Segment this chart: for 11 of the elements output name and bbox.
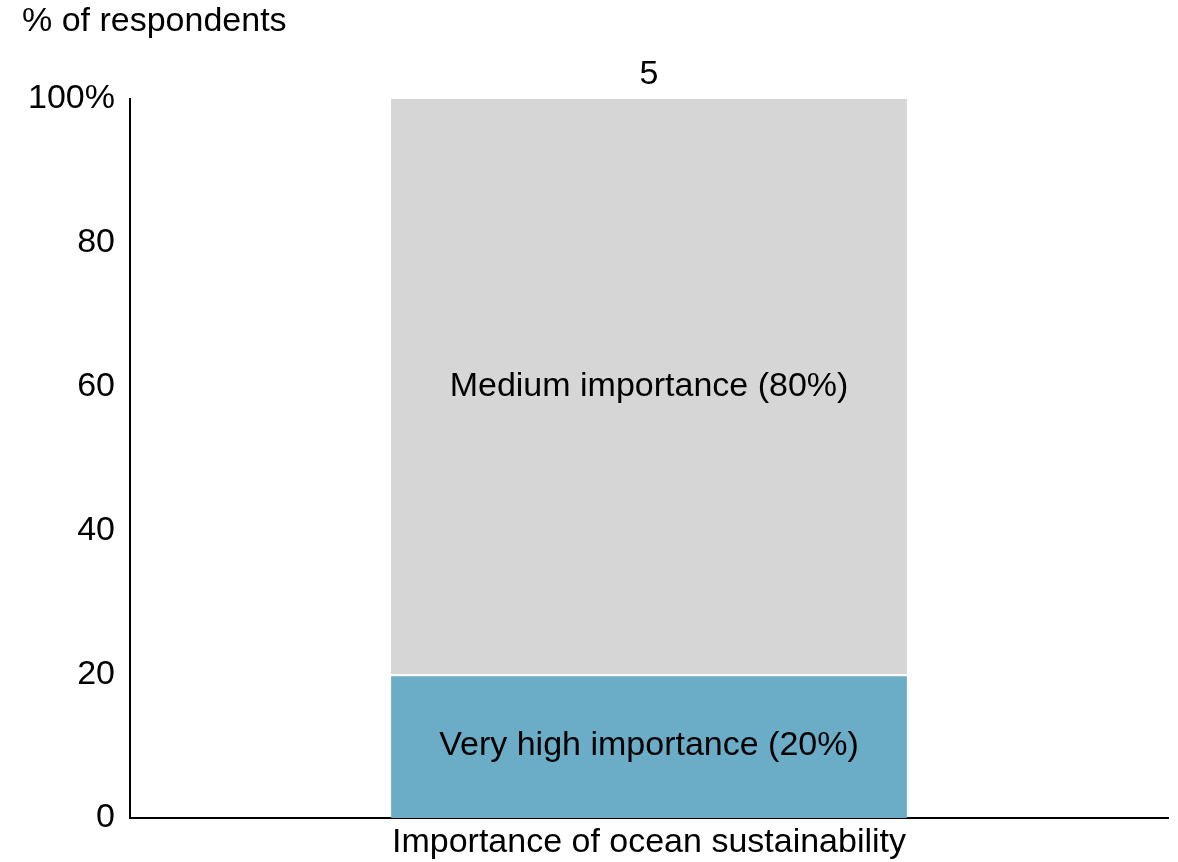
y-tick-label: 100% [28,77,115,116]
annotation: 5 [639,53,659,92]
y-tick-label: 80 [77,221,115,260]
series-label: Very high importance (20%) [439,724,859,763]
y-tick-label: 20 [77,652,115,691]
y-axis-title: % of respondents [22,0,287,39]
series-label: Medium importance (80%) [449,364,849,403]
y-tick-label: 40 [77,508,115,547]
x-tick-label: Importance of ocean sustainability [391,820,907,859]
y-tick-label: 0 [96,796,115,835]
y-tick-label: 60 [77,364,115,403]
